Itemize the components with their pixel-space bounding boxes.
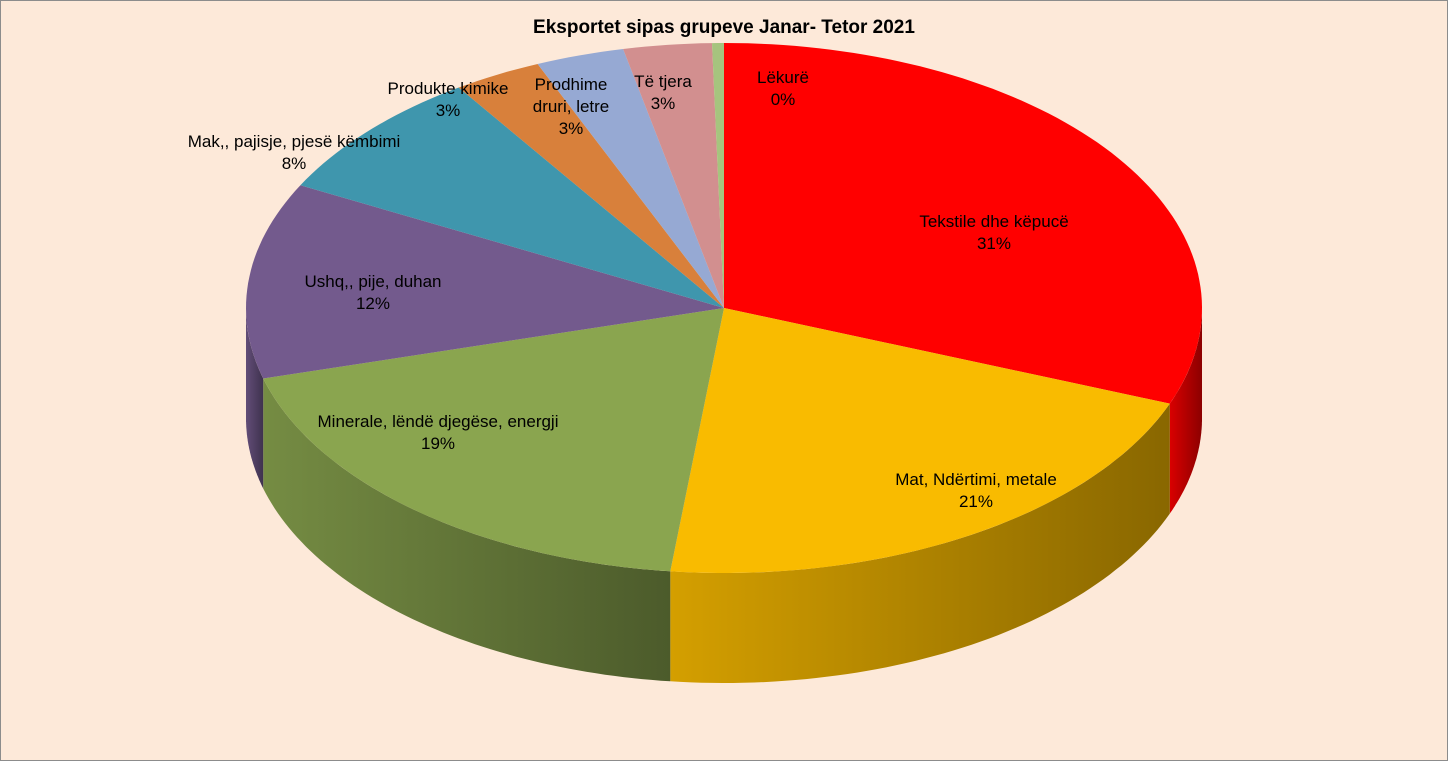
- value-label: 12%: [355, 294, 391, 313]
- value-label: 3%: [435, 101, 461, 120]
- category-label: Produkte kimike: [387, 79, 509, 98]
- category-label: Minerale, lëndë djegëse, energji: [317, 412, 559, 431]
- slice: [537, 49, 724, 308]
- data-label: Mat, Ndërtimi, metale 21%: [895, 469, 1057, 513]
- slice: [712, 43, 724, 308]
- slice: [263, 308, 724, 572]
- category-label: Tekstile dhe këpucë: [919, 212, 1069, 231]
- value-label: 31%: [976, 234, 1012, 253]
- slice: [670, 308, 1170, 573]
- data-label: Të tjera 3%: [634, 71, 692, 115]
- category-label: Të tjera: [634, 72, 692, 91]
- slice: [246, 185, 724, 379]
- data-label: Ushq,, pije, duhan 12%: [304, 271, 441, 315]
- category-label: Prodhime druri, letre: [532, 75, 610, 116]
- slice: [458, 64, 724, 308]
- value-label: 3%: [650, 94, 676, 113]
- slice: [724, 43, 1202, 404]
- chart-title: Eksportet sipas grupeve Janar- Tetor 202…: [533, 17, 915, 38]
- slice-side: [1169, 308, 1202, 514]
- data-label: Lëkurë 0%: [757, 67, 809, 111]
- data-label: Tekstile dhe këpucë 31%: [919, 211, 1068, 255]
- data-label: Prodhime druri, letre 3%: [531, 74, 611, 140]
- value-label: 0%: [770, 90, 796, 109]
- category-label: Ushq,, pije, duhan: [304, 272, 442, 291]
- data-label: Mak,, pajisje, pjesë këmbimi 8%: [188, 131, 401, 175]
- slice-side: [670, 403, 1170, 683]
- slice: [623, 43, 724, 308]
- slice-side: [246, 308, 264, 489]
- value-label: 8%: [281, 154, 307, 173]
- category-label: Lëkurë: [757, 68, 809, 87]
- value-label: 21%: [958, 492, 994, 511]
- data-label: Produkte kimike 3%: [388, 78, 509, 122]
- value-label: 3%: [558, 119, 584, 138]
- slice: [300, 87, 724, 308]
- slice-side: [263, 378, 671, 682]
- category-label: Mat, Ndërtimi, metale: [895, 470, 1057, 489]
- category-label: Mak,, pajisje, pjesë këmbimi: [187, 132, 401, 151]
- data-label: Minerale, lëndë djegëse, energji 19%: [318, 411, 559, 455]
- value-label: 19%: [420, 434, 456, 453]
